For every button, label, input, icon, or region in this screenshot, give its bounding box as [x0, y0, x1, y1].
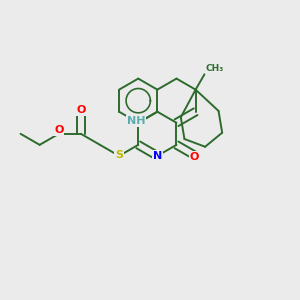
Text: O: O — [190, 152, 199, 162]
Text: S: S — [115, 150, 123, 160]
Text: CH₃: CH₃ — [206, 64, 224, 73]
Text: O: O — [76, 105, 86, 116]
Text: O: O — [54, 125, 64, 135]
Text: N: N — [153, 151, 162, 161]
Text: NH: NH — [127, 116, 145, 126]
